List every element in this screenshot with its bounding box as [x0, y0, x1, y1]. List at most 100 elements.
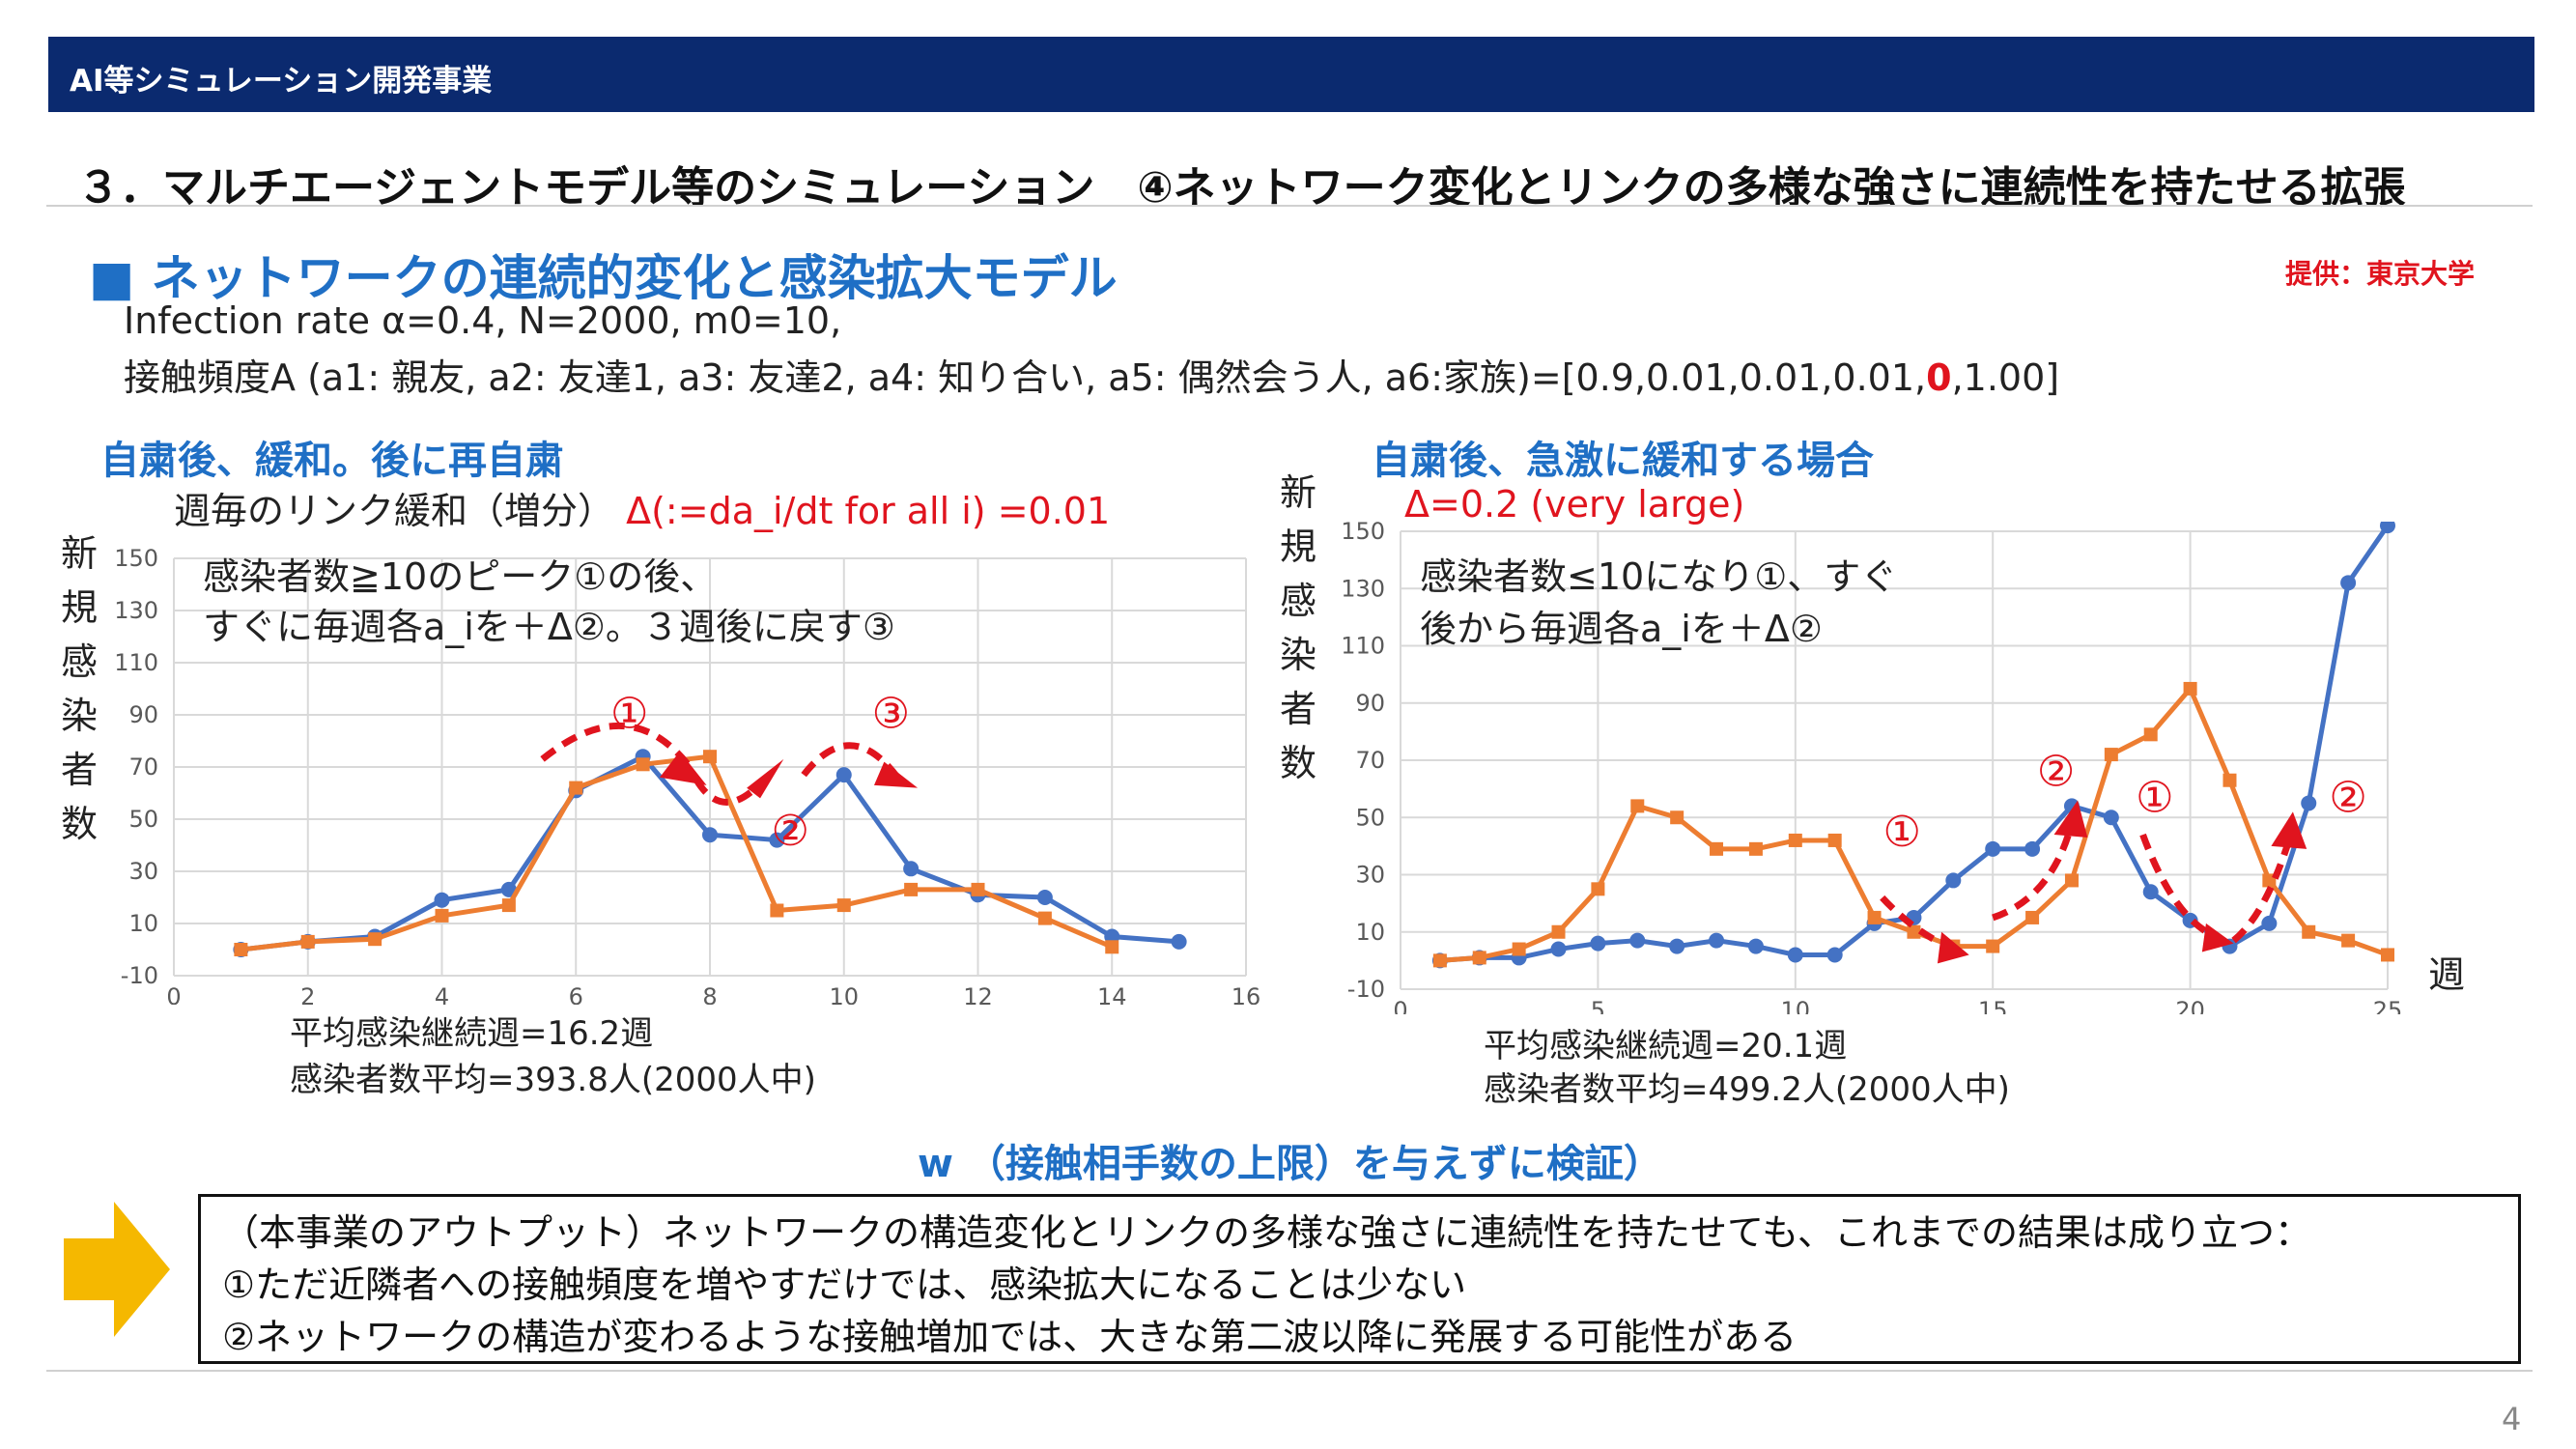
arrowhead	[873, 761, 919, 788]
dashed-arrow-3	[801, 742, 901, 780]
dashed-arrow-6	[2139, 833, 2220, 941]
x-tick-label: 4	[435, 983, 449, 1005]
dashed-arrow-2	[694, 778, 767, 806]
series-2-point	[703, 750, 717, 764]
x-tick-label: 2	[300, 983, 315, 1005]
step-marker: ②	[2329, 773, 2366, 822]
page-number: 4	[2502, 1401, 2522, 1437]
x-tick-label: 20	[2175, 997, 2205, 1014]
series-2-point	[1105, 940, 1119, 954]
left-subheading: 週毎のリンク緩和（増分） Δ(:=da_i/dt for all i) =0.0…	[174, 481, 1110, 534]
series-2-point	[2143, 727, 2158, 742]
series-2-point	[1670, 810, 1684, 825]
dashed-arrow-7	[2231, 838, 2293, 944]
conclusion-line-1: （本事業のアウトプット）ネットワークの構造変化とリンクの多様な強さに連続性を持た…	[222, 1211, 2311, 1254]
right-y-axis-label-text: 新規感染者数	[1279, 471, 1316, 784]
series-1-point	[1985, 840, 2001, 857]
header-bar	[48, 37, 2534, 112]
right-annotation-line-2: 後から毎週各a_iを＋Δ②	[1420, 608, 1823, 650]
x-tick-label: 14	[1097, 983, 1127, 1005]
y-tick-label: 30	[128, 858, 158, 885]
series-2-point	[836, 898, 851, 913]
title-divider	[46, 205, 2533, 207]
series-1-point	[2340, 575, 2357, 591]
step-marker: ①	[610, 690, 648, 739]
series-2-point	[435, 908, 449, 923]
series-1-point	[1036, 890, 1053, 905]
footer-divider	[46, 1370, 2533, 1372]
series-1-point	[702, 827, 718, 843]
series-2-point	[1710, 841, 1724, 856]
series-1-point	[1550, 941, 1567, 957]
series-2-point	[1630, 799, 1645, 813]
y-tick-label: 50	[128, 806, 158, 833]
series-1-point	[1629, 932, 1646, 949]
left-y-axis-label-text: 新規感染者数	[60, 532, 98, 845]
params-line-2-highlight: 0	[1926, 356, 1952, 399]
series-2-point	[1867, 910, 1882, 924]
left-annotation-line-2: すぐに毎週各a_iを＋Δ②。３週後に戻す③	[203, 606, 895, 648]
series-2-point	[2064, 873, 2079, 888]
series-1-point	[500, 881, 517, 897]
x-tick-label: 15	[1978, 997, 2008, 1014]
series-1-point	[1826, 947, 1843, 963]
series-2-point	[2222, 773, 2237, 787]
series-2-point	[2302, 924, 2316, 939]
series-2-point	[2025, 910, 2040, 924]
params-line-2-prefix: 接触頻度A (a1: 親友, a2: 友達1, a3: 友達2, a4: 知り合…	[124, 356, 1927, 399]
series-2-point	[770, 903, 784, 918]
x-tick-label: 16	[1231, 983, 1261, 1005]
y-tick-label: 130	[1341, 575, 1385, 602]
verification-note: w （接触相手数の上限）を与えずに検証）	[918, 1142, 1662, 1186]
series-1-point	[2142, 884, 2159, 900]
series-2-point	[1432, 953, 1447, 968]
series-2-point	[2183, 681, 2197, 696]
series-2-point	[1748, 841, 1763, 856]
dashed-arrow-5	[1992, 822, 2076, 922]
right-sub-delta: Δ=0.2 (very large)	[1404, 483, 1745, 526]
y-tick-label: 150	[114, 545, 158, 572]
series-1-point	[2103, 810, 2119, 826]
series-1-point	[1590, 935, 1606, 952]
left-stats-line-2: 感染者数平均=393.8人(2000人中)	[290, 1061, 816, 1099]
y-tick-label: 50	[1355, 804, 1385, 831]
series-1-point	[434, 892, 450, 908]
y-tick-label: 90	[1355, 690, 1385, 717]
y-tick-label: 10	[128, 910, 158, 937]
series-2-point	[300, 934, 315, 949]
series-2-point	[904, 882, 919, 896]
left-sub-prefix: 週毎のリンク緩和（増分）	[174, 490, 615, 532]
series-1-point	[2024, 840, 2041, 857]
x-tick-label: 0	[1393, 997, 1407, 1014]
credit-label: 提供：東京大学	[2285, 258, 2476, 290]
conclusion-line-3: ②ネットワークの構造が変わるような接触増加では、大きな第二波以降に発展する可能性…	[222, 1316, 1798, 1358]
arrowhead	[1937, 931, 1969, 964]
step-marker: ①	[1882, 808, 1920, 857]
series-2-point	[1827, 833, 1842, 847]
series-1-point	[903, 861, 920, 877]
left-chart: -10 10 30 50 70 90 110 130 150 0 2 4 6 8 10 12 14 16 ① ② ③	[114, 545, 1261, 1005]
series-2-point	[1472, 951, 1486, 965]
right-arrow-icon	[64, 1202, 170, 1337]
right-stats-line-2: 感染者数平均=499.2人(2000人中)	[1484, 1070, 2010, 1109]
series-line-2	[241, 753, 1114, 952]
series-2-point	[971, 882, 985, 896]
right-y-axis-label: 新規感染者数	[1277, 466, 1319, 790]
y-tick-label: 10	[1355, 919, 1385, 946]
series-2-point	[368, 932, 382, 947]
y-tick-label: -10	[1347, 976, 1385, 1003]
x-tick-label: 10	[1781, 997, 1811, 1014]
conclusion-box: （本事業のアウトプット）ネットワークの構造変化とリンクの多様な強さに連続性を持た…	[198, 1194, 2521, 1364]
series-1-point	[1747, 938, 1764, 954]
y-tick-label: 130	[114, 597, 158, 624]
page-title: ３．マルチエージェントモデル等のシミュレーション ④ネットワーク変化とリンクの多…	[77, 163, 2406, 213]
section-title: ■ ネットワークの連続的変化と感染拡大モデル	[89, 250, 1118, 306]
x-tick-label: 5	[1591, 997, 1605, 1014]
y-tick-label: 110	[114, 649, 158, 676]
series-2-point	[636, 757, 650, 772]
series-2-point	[1591, 882, 1605, 896]
series-2-point	[234, 943, 248, 956]
left-heading: 自粛後、緩和。後に再自粛	[100, 439, 564, 483]
step-marker: ③	[872, 690, 910, 739]
series-1-point	[1709, 932, 1725, 949]
